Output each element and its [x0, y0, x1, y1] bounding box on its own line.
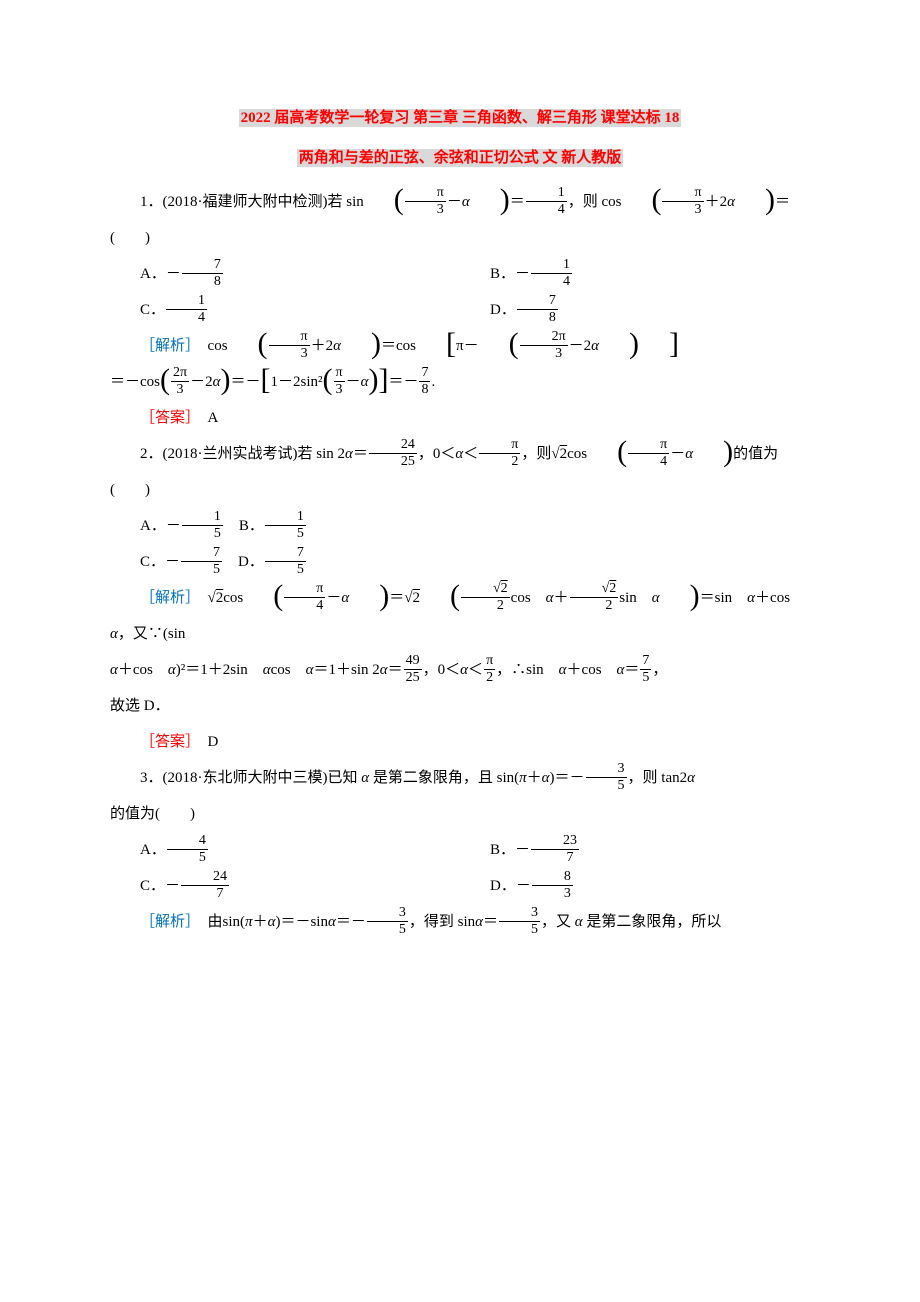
- q2-analysis-3: 故选 D．: [110, 688, 810, 724]
- q3-analysis: ［解析］ 由sin(π＋α)＝－sinα＝－35，得到 sinα＝35，又 α …: [110, 904, 810, 940]
- question-3: 3．(2018·东北师大附中三模)已知 α 是第二象限角，且 sin(π＋α)＝…: [110, 760, 810, 796]
- q1-options: A．－78 B．－14 C．14 D．78: [110, 256, 810, 328]
- q1-answer: ［答案］ A: [110, 400, 810, 436]
- q1-analysis-2: ＝－cos(2π3－2α)＝－[1－2sin²(π3－α)]＝－78.: [110, 364, 810, 400]
- q1-analysis: ［解析］ cos(π3＋2α)＝cos[π－(2π3－2α)]: [110, 328, 810, 364]
- q3-tail: 的值为( ): [110, 796, 810, 832]
- q3-options: A．45 B．－237 C．－247 D．－83: [110, 832, 810, 904]
- q2-analysis-2: α＋cos α)²＝1＋2sin αcos α＝1＋sin 2α＝4925，0＜…: [110, 652, 810, 688]
- page-title: 2022 届高考数学一轮复习 第三章 三角函数、解三角形 课堂达标 18: [110, 100, 810, 136]
- question-1: 1．(2018·福建师大附中检测)若 sin(π3－α)＝14，则 cos(π3…: [110, 184, 810, 256]
- q2-analysis: ［解析］ √2cos(π4－α)＝√2(√22cos α＋√22sin α)＝s…: [110, 580, 810, 652]
- q2-options: A．－15 B．15 C．－75 D．75: [110, 508, 810, 580]
- page-subtitle: 两角和与差的正弦、余弦和正切公式 文 新人教版: [110, 140, 810, 176]
- question-2: 2．(2018·兰州实战考试)若 sin 2α＝2425，0＜α＜π2，则√2c…: [110, 436, 810, 508]
- q2-answer: ［答案］ D: [110, 724, 810, 760]
